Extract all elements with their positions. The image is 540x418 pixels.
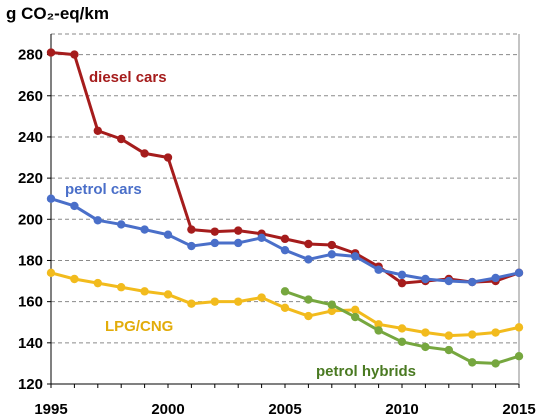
data-point-lpg-cng-2001 — [187, 299, 196, 308]
data-point-petrol-cars-2004 — [257, 233, 266, 243]
data-point-petrol-cars-2007 — [327, 250, 336, 259]
data-point-petrol-cars-2006 — [304, 255, 313, 264]
data-point-lpg-cng-2002 — [210, 297, 219, 306]
grid-lines — [51, 33, 519, 344]
data-point-diesel-cars-1995 — [46, 48, 56, 57]
y-tick-label-280: 280 — [18, 47, 43, 64]
data-point-diesel-cars-1999 — [140, 149, 149, 158]
data-point-lpg-cng-2007 — [327, 306, 336, 316]
series-lpg-cng — [46, 268, 524, 340]
y-tick-label-120: 120 — [18, 376, 43, 393]
data-point-petrol-cars-2011 — [421, 274, 430, 284]
series-label-diesel-cars: diesel cars — [89, 69, 167, 86]
x-tick-label-1995: 1995 — [34, 401, 67, 418]
x-tick-labels: 1995 2000 2005 2010 2015 — [34, 401, 535, 418]
data-point-lpg-cng-1996 — [70, 274, 79, 284]
y-axis-title: g CO₂-eq/km — [6, 4, 109, 23]
data-point-petrol-hybrids-2007 — [327, 300, 336, 309]
data-point-lpg-cng-1999 — [140, 287, 149, 296]
data-point-petrol-hybrids-2006 — [304, 295, 313, 304]
data-point-petrol-hybrids-2014 — [491, 359, 500, 368]
series-petrol-cars — [46, 194, 524, 287]
data-point-petrol-cars-2015 — [514, 268, 524, 278]
data-point-petrol-cars-2000 — [163, 230, 173, 239]
y-tick-labels: 120 140 160 180 200 220 240 260 280 — [18, 47, 43, 393]
data-point-diesel-cars-2002 — [210, 227, 219, 236]
data-point-lpg-cng-2003 — [234, 297, 243, 306]
y-tick-label-160: 160 — [18, 294, 43, 311]
data-point-petrol-cars-1996 — [70, 201, 79, 211]
x-tick-label-2000: 2000 — [151, 401, 184, 418]
data-point-lpg-cng-1995 — [46, 268, 56, 278]
data-point-lpg-cng-2014 — [491, 328, 500, 337]
data-point-diesel-cars-2010 — [397, 278, 407, 288]
data-point-petrol-hybrids-2015 — [514, 352, 524, 361]
data-point-lpg-cng-2000 — [163, 290, 173, 299]
data-point-lpg-cng-2008 — [351, 305, 360, 315]
data-point-lpg-cng-2005 — [280, 303, 290, 313]
data-point-petrol-cars-2009 — [374, 265, 383, 274]
data-point-lpg-cng-2012 — [444, 331, 453, 340]
data-point-diesel-cars-2005 — [280, 234, 290, 244]
data-point-lpg-cng-1997 — [93, 278, 103, 288]
data-point-diesel-cars-2000 — [163, 153, 173, 162]
data-point-lpg-cng-2004 — [257, 293, 266, 302]
data-point-petrol-cars-2001 — [187, 241, 196, 251]
series-labels: diesel cars petrol cars LPG/CNG petrol hybr… — [65, 69, 416, 380]
x-tick-label-2015: 2015 — [502, 401, 535, 418]
data-point-petrol-cars-1999 — [140, 225, 149, 234]
series-group — [46, 48, 524, 368]
x-tick-label-2010: 2010 — [385, 401, 418, 418]
series-label-lpg-cng: LPG/CNG — [105, 318, 173, 335]
data-point-lpg-cng-2009 — [374, 320, 383, 329]
data-point-petrol-cars-1998 — [117, 220, 126, 229]
data-point-petrol-cars-2012 — [444, 276, 453, 286]
data-point-petrol-cars-2014 — [491, 273, 500, 283]
data-point-diesel-cars-2006 — [304, 239, 313, 249]
x-tick-label-2005: 2005 — [268, 401, 301, 418]
axes — [47, 34, 520, 388]
data-point-lpg-cng-1998 — [117, 283, 126, 292]
y-tick-label-200: 200 — [18, 211, 43, 228]
data-point-diesel-cars-1996 — [70, 50, 79, 59]
data-point-lpg-cng-2010 — [397, 324, 407, 333]
series-label-petrol-hybrids: petrol hybrids — [316, 363, 416, 380]
data-point-diesel-cars-2001 — [187, 225, 196, 234]
y-tick-label-260: 260 — [18, 88, 43, 105]
data-point-petrol-cars-2005 — [280, 245, 290, 255]
data-point-petrol-hybrids-2013 — [468, 358, 477, 367]
data-point-lpg-cng-2011 — [421, 328, 430, 337]
series-petrol-hybrids — [280, 287, 524, 368]
y-tick-label-220: 220 — [18, 170, 43, 187]
data-point-petrol-hybrids-2010 — [397, 337, 407, 346]
data-point-petrol-hybrids-2009 — [374, 326, 383, 335]
data-point-petrol-cars-1997 — [93, 216, 103, 225]
data-point-diesel-cars-2003 — [234, 226, 243, 235]
data-point-petrol-cars-2008 — [351, 252, 360, 261]
data-point-petrol-cars-1995 — [46, 194, 56, 203]
y-tick-label-240: 240 — [18, 129, 43, 146]
data-point-lpg-cng-2015 — [514, 323, 524, 332]
data-point-lpg-cng-2013 — [468, 330, 477, 339]
data-point-diesel-cars-1998 — [117, 134, 126, 144]
data-point-diesel-cars-1997 — [93, 126, 103, 135]
data-point-petrol-cars-2003 — [234, 238, 243, 248]
data-point-petrol-hybrids-2005 — [280, 287, 290, 296]
data-point-petrol-cars-2013 — [468, 277, 477, 287]
data-point-petrol-hybrids-2011 — [421, 342, 430, 352]
series-label-petrol-cars: petrol cars — [65, 181, 142, 198]
y-tick-label-180: 180 — [18, 252, 43, 269]
data-point-petrol-cars-2010 — [397, 270, 407, 280]
data-point-petrol-cars-2002 — [210, 238, 219, 248]
y-tick-label-140: 140 — [18, 335, 43, 352]
data-point-petrol-hybrids-2012 — [444, 345, 453, 355]
data-point-lpg-cng-2006 — [304, 311, 313, 321]
data-point-diesel-cars-2007 — [327, 240, 336, 250]
data-point-petrol-hybrids-2008 — [351, 312, 360, 322]
